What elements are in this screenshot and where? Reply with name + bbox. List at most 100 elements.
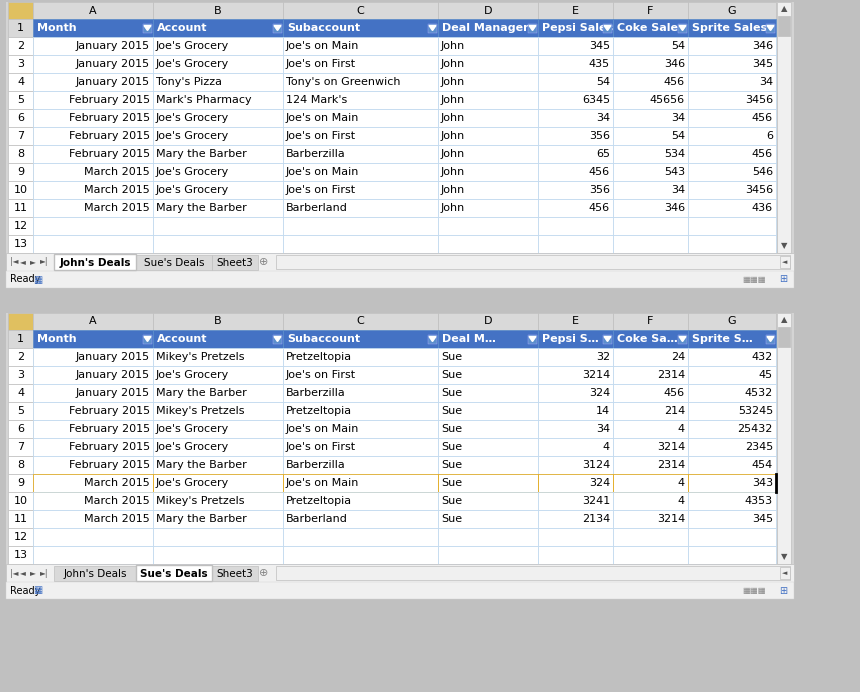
Bar <box>538 510 613 528</box>
Bar <box>438 91 538 109</box>
Text: 456: 456 <box>752 149 773 159</box>
Text: E: E <box>572 316 579 327</box>
Bar <box>438 145 538 163</box>
Bar <box>276 566 790 580</box>
Text: Sue: Sue <box>441 388 462 398</box>
Text: Sprite Sales: Sprite Sales <box>692 23 767 33</box>
Bar <box>688 366 776 384</box>
Text: Mark's Pharmacy: Mark's Pharmacy <box>156 95 252 105</box>
Text: 436: 436 <box>752 203 773 213</box>
Text: Mary the Barber: Mary the Barber <box>156 460 247 470</box>
Bar <box>613 37 688 55</box>
Bar <box>33 474 153 492</box>
Bar <box>613 2 688 19</box>
Text: Coke Sa…: Coke Sa… <box>617 334 678 344</box>
Text: Subaccount: Subaccount <box>287 334 360 344</box>
Bar <box>153 384 283 402</box>
Text: 25432: 25432 <box>738 424 773 434</box>
Text: ▲: ▲ <box>781 316 787 325</box>
Text: Mary the Barber: Mary the Barber <box>156 149 247 159</box>
Bar <box>613 402 688 420</box>
Text: ►|: ►| <box>40 569 48 578</box>
Text: January 2015: January 2015 <box>76 41 150 51</box>
Bar <box>538 109 613 127</box>
Text: 3214: 3214 <box>657 514 685 524</box>
Bar <box>283 510 438 528</box>
Text: February 2015: February 2015 <box>69 406 150 416</box>
Bar <box>438 384 538 402</box>
Bar <box>613 163 688 181</box>
Text: Pretzeltopia: Pretzeltopia <box>286 352 352 362</box>
Bar <box>438 546 538 564</box>
Bar <box>8 37 33 55</box>
Bar <box>538 91 613 109</box>
Text: Joe's Grocery: Joe's Grocery <box>156 442 230 452</box>
Bar <box>153 181 283 199</box>
Bar <box>688 420 776 438</box>
Bar <box>33 510 153 528</box>
Bar <box>283 217 438 235</box>
Text: 6: 6 <box>17 424 24 434</box>
Bar <box>438 37 538 55</box>
Polygon shape <box>529 26 536 30</box>
Bar <box>8 73 33 91</box>
Text: 4: 4 <box>17 388 24 398</box>
Text: Joe's on Main: Joe's on Main <box>286 41 359 51</box>
Bar <box>538 420 613 438</box>
Text: F: F <box>648 6 654 15</box>
Bar <box>33 109 153 127</box>
Bar <box>538 217 613 235</box>
Bar <box>613 217 688 235</box>
Text: 456: 456 <box>664 388 685 398</box>
Bar <box>688 73 776 91</box>
Text: Sue's Deals: Sue's Deals <box>140 569 208 579</box>
Text: 65: 65 <box>596 149 610 159</box>
Bar <box>153 127 283 145</box>
Bar <box>688 474 776 492</box>
Text: 324: 324 <box>589 478 610 488</box>
Text: 6345: 6345 <box>582 95 610 105</box>
Text: February 2015: February 2015 <box>69 95 150 105</box>
Text: 6: 6 <box>17 113 24 123</box>
Text: 34: 34 <box>671 185 685 195</box>
Text: February 2015: February 2015 <box>69 442 150 452</box>
Text: Sue: Sue <box>441 496 462 506</box>
Bar <box>528 334 537 343</box>
Text: 45: 45 <box>759 370 773 380</box>
Text: Joe's on Main: Joe's on Main <box>286 167 359 177</box>
Bar <box>538 127 613 145</box>
Bar <box>33 420 153 438</box>
Bar <box>153 2 283 19</box>
Bar <box>283 2 438 19</box>
Text: 34: 34 <box>596 424 610 434</box>
Text: 456: 456 <box>589 203 610 213</box>
Bar <box>766 24 775 33</box>
Bar <box>283 313 438 330</box>
Bar <box>283 163 438 181</box>
Bar <box>538 492 613 510</box>
Bar <box>8 127 33 145</box>
Text: February 2015: February 2015 <box>69 131 150 141</box>
Bar <box>143 24 152 33</box>
Bar <box>6 253 794 271</box>
Text: Sue: Sue <box>441 370 462 380</box>
Text: 5: 5 <box>17 95 24 105</box>
Bar <box>283 145 438 163</box>
Text: 3: 3 <box>17 370 24 380</box>
Bar <box>153 492 283 510</box>
Bar <box>777 313 791 564</box>
Bar <box>153 55 283 73</box>
Bar <box>603 24 612 33</box>
Bar <box>153 73 283 91</box>
Bar <box>33 313 153 330</box>
Bar <box>688 37 776 55</box>
Bar <box>613 109 688 127</box>
Text: 454: 454 <box>752 460 773 470</box>
Text: Joe's on First: Joe's on First <box>286 59 356 69</box>
Text: 6: 6 <box>766 131 773 141</box>
Bar <box>538 348 613 366</box>
Bar <box>438 19 538 37</box>
Text: 8: 8 <box>17 149 24 159</box>
Text: Ready: Ready <box>10 275 40 284</box>
Text: 356: 356 <box>589 131 610 141</box>
